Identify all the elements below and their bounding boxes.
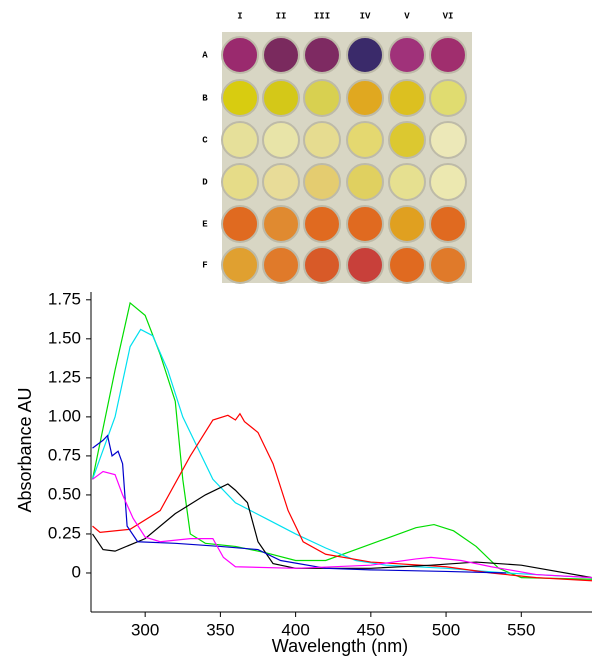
x-tick-label: 350 [206, 620, 234, 639]
well [429, 163, 467, 201]
well [221, 121, 259, 159]
row-label: E [202, 219, 208, 229]
x-tick-label: 300 [131, 620, 159, 639]
well [388, 79, 426, 117]
x-tick-label: 450 [357, 620, 385, 639]
well [346, 79, 384, 117]
x-tick-label: 500 [432, 620, 460, 639]
well [303, 163, 341, 201]
well [388, 121, 426, 159]
well [346, 205, 384, 243]
x-tick-label: 550 [507, 620, 535, 639]
well [262, 36, 300, 74]
well [429, 79, 467, 117]
series-line [92, 412, 592, 582]
well [303, 205, 341, 243]
well [388, 163, 426, 201]
well [388, 246, 426, 284]
well [429, 205, 467, 243]
row-label: F [202, 260, 207, 270]
row-label: A [202, 50, 208, 60]
y-tick-label: 0.25 [48, 523, 81, 542]
y-tick-label: 1.00 [48, 406, 81, 425]
well [262, 121, 300, 159]
well [262, 246, 300, 284]
series-line [92, 470, 592, 579]
row-label: C [202, 135, 208, 145]
y-tick-label: 1.75 [48, 289, 81, 308]
well [221, 246, 259, 284]
well [303, 246, 341, 284]
well [262, 163, 300, 201]
well [429, 36, 467, 74]
row-label: D [202, 177, 208, 187]
well [429, 246, 467, 284]
row-label: B [202, 93, 208, 103]
well [303, 121, 341, 159]
well [388, 36, 426, 74]
y-tick-label: 1.50 [48, 328, 81, 347]
y-tick-label: 1.25 [48, 367, 81, 386]
well [429, 121, 467, 159]
series-line [92, 434, 507, 574]
y-tick-label: 0.75 [48, 445, 81, 464]
y-tick-label: 0 [72, 562, 81, 581]
well [221, 79, 259, 117]
column-label: IV [360, 11, 371, 21]
well [346, 121, 384, 159]
well [303, 36, 341, 74]
well [221, 36, 259, 74]
column-label: VI [443, 11, 454, 21]
well [346, 246, 384, 284]
column-label: I [237, 11, 242, 21]
series-line [91, 301, 592, 580]
well [346, 36, 384, 74]
series-line [91, 328, 592, 579]
x-tick-label: 400 [281, 620, 309, 639]
well [303, 79, 341, 117]
well [388, 205, 426, 243]
well [221, 163, 259, 201]
column-label: V [404, 11, 410, 21]
well [221, 205, 259, 243]
y-tick-label: 0.50 [48, 484, 81, 503]
well [262, 79, 300, 117]
series-line [92, 483, 592, 579]
x-axis-label: Wavelength (nm) [272, 636, 408, 656]
column-label: II [276, 11, 287, 21]
well [346, 163, 384, 201]
y-axis-label: Absorbance AU [15, 387, 35, 512]
well [262, 205, 300, 243]
plate [222, 32, 472, 283]
column-label: III [314, 11, 330, 21]
